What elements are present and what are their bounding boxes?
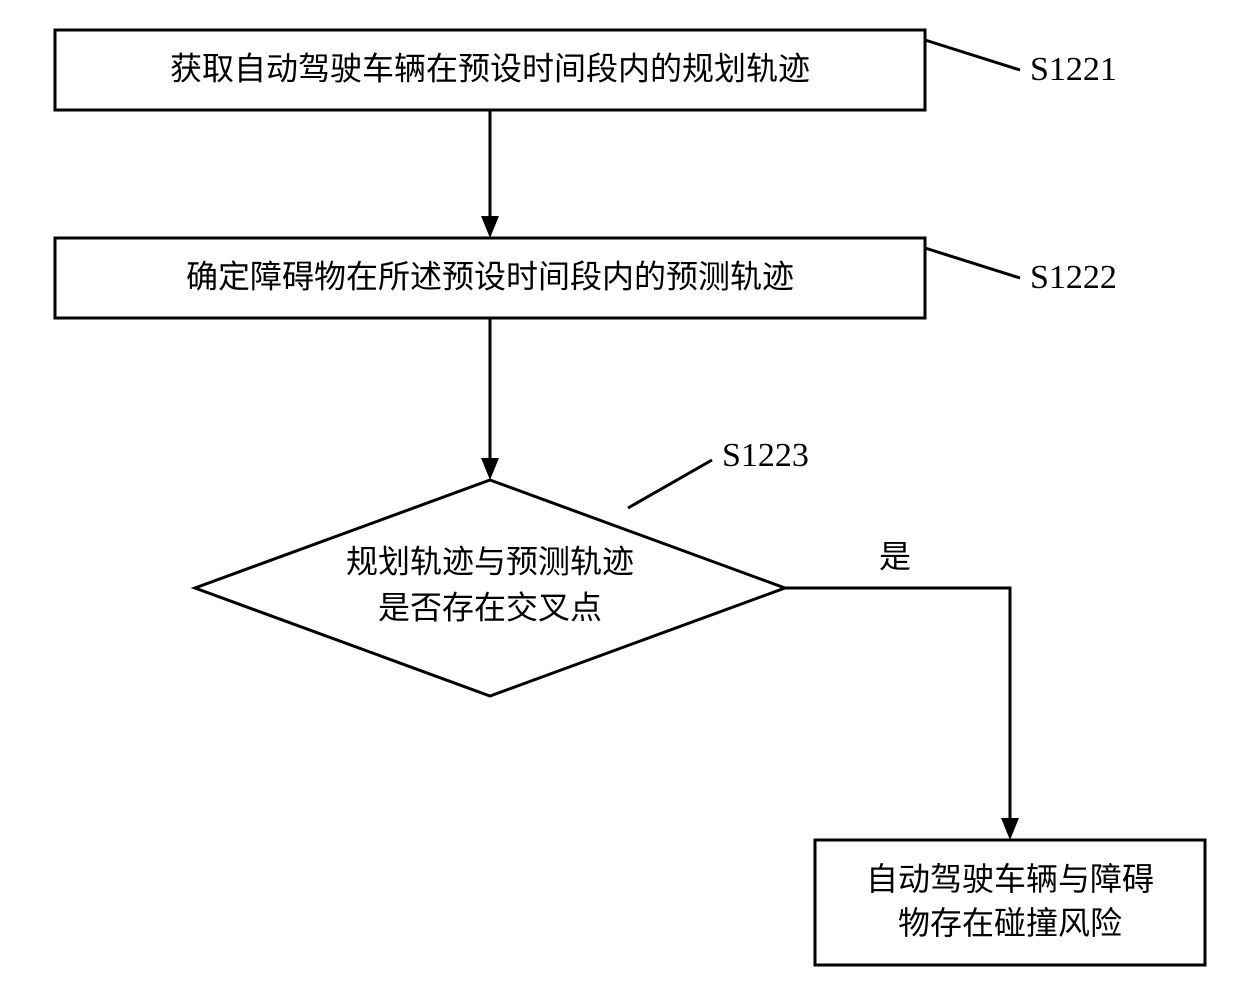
node-text: 自动驾驶车辆与障碍 bbox=[866, 861, 1154, 897]
arrowhead bbox=[1001, 818, 1019, 840]
node-text: 物存在碰撞风险 bbox=[898, 905, 1122, 941]
node-text: 获取自动驾驶车辆在预设时间段内的规划轨迹 bbox=[170, 50, 810, 86]
flowchart-canvas: 是 获取自动驾驶车辆在预设时间段内的规划轨迹 S1221 确定障碍物在所述预设时间段内… bbox=[0, 0, 1240, 1001]
decision-n3 bbox=[195, 480, 785, 696]
label-leader bbox=[925, 248, 1020, 278]
step-label: S1222 bbox=[1030, 259, 1117, 296]
node-text: 规划轨迹与预测轨迹 bbox=[346, 543, 634, 579]
label-leader bbox=[628, 460, 712, 508]
step-label: S1221 bbox=[1030, 51, 1117, 88]
edge-label: 是 bbox=[879, 538, 911, 574]
process-n4 bbox=[815, 840, 1205, 965]
node-text: 是否存在交叉点 bbox=[378, 589, 602, 625]
node-text: 确定障碍物在所述预设时间段内的预测轨迹 bbox=[186, 258, 794, 294]
label-leader bbox=[925, 40, 1020, 70]
edge-e3 bbox=[785, 588, 1010, 821]
arrowhead bbox=[481, 216, 499, 238]
arrowhead bbox=[481, 458, 499, 480]
step-label: S1223 bbox=[722, 437, 809, 474]
